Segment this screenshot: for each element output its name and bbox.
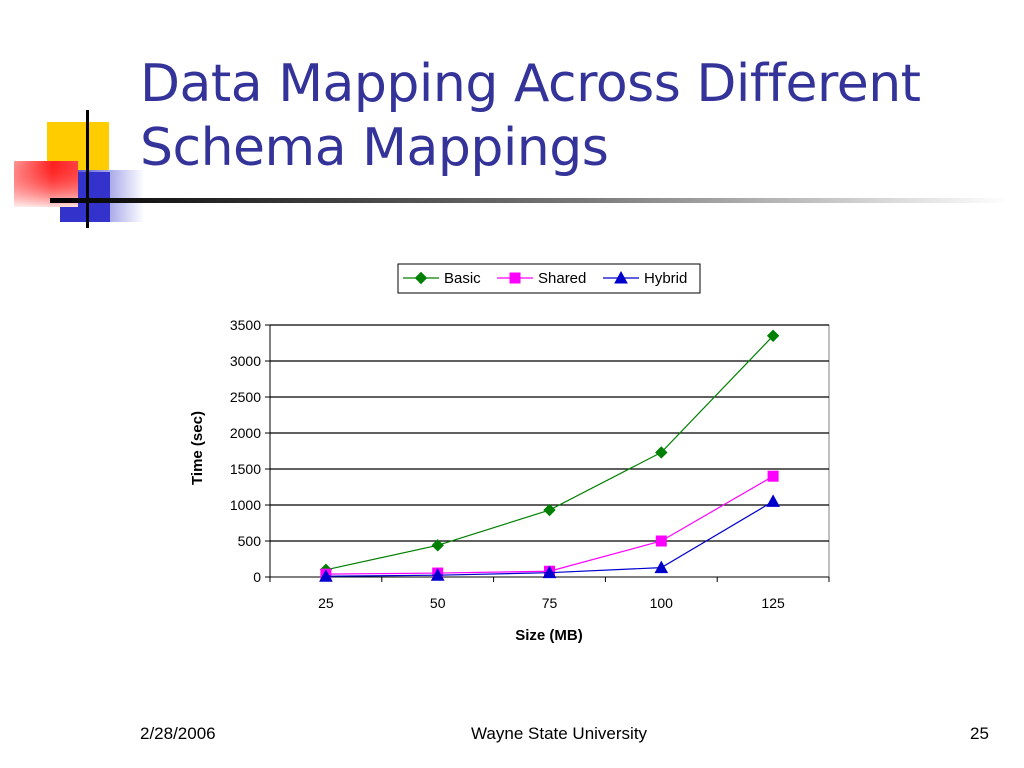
x-tick-label: 100 — [650, 595, 674, 611]
x-axis-ticks: 25 50 75 100 125 — [269, 577, 830, 611]
legend-label-hybrid: Hybrid — [644, 270, 687, 287]
legend-marker-hybrid — [614, 270, 628, 284]
chart-legend: Basic Shared Hybrid — [397, 263, 701, 294]
data-point-basic — [431, 539, 444, 552]
x-tick-label: 125 — [761, 595, 785, 611]
legend-box — [397, 263, 701, 294]
x-axis-title: Size (MB) — [515, 627, 583, 644]
y-tick-label: 2500 — [230, 389, 261, 405]
legend-marker-shared — [509, 272, 521, 284]
line-chart: 0 500 1000 1500 2000 2500 3000 3500 25 50 75 100 12… — [189, 263, 830, 644]
y-axis-ticks: 0 500 1000 1500 2000 2500 3000 3500 — [230, 317, 270, 585]
y-tick-label: 500 — [238, 533, 262, 549]
legend-label-shared: Shared — [538, 270, 586, 287]
x-tick-label: 25 — [318, 595, 334, 611]
slide-number: 25 — [970, 724, 989, 743]
title-line-1: Data Mapping Across Different — [140, 54, 921, 114]
legend-label-basic: Basic — [444, 270, 481, 287]
data-point-shared — [655, 535, 667, 547]
y-axis-title: Time (sec) — [189, 411, 206, 485]
data-point-hybrid — [542, 565, 557, 579]
data-point-hybrid — [766, 494, 780, 507]
x-tick-label: 75 — [542, 595, 558, 611]
y-tick-label: 3500 — [230, 317, 261, 333]
data-point-hybrid — [654, 560, 669, 574]
slide-title: Data Mapping Across Different Schema Map… — [140, 52, 1000, 180]
data-point-basic — [543, 503, 556, 517]
x-tick-label: 50 — [430, 595, 446, 611]
y-tick-label: 2000 — [230, 425, 261, 441]
y-tick-label: 0 — [253, 569, 261, 585]
plot-area — [269, 324, 830, 578]
y-tick-label: 1500 — [230, 461, 261, 477]
footer-date: 2/28/2006 — [140, 724, 216, 743]
title-line-2: Schema Mappings — [140, 118, 609, 178]
data-point-basic — [655, 446, 668, 459]
data-point-hybrid — [319, 569, 333, 582]
data-point-hybrid — [430, 568, 445, 581]
data-point-shared — [767, 470, 779, 482]
data-point-basic — [766, 329, 780, 343]
legend-marker-basic — [414, 271, 428, 285]
y-tick-label: 3000 — [230, 353, 261, 369]
series-group — [319, 329, 780, 582]
footer-organization: Wayne State University — [471, 724, 648, 743]
y-tick-label: 1000 — [230, 497, 261, 513]
